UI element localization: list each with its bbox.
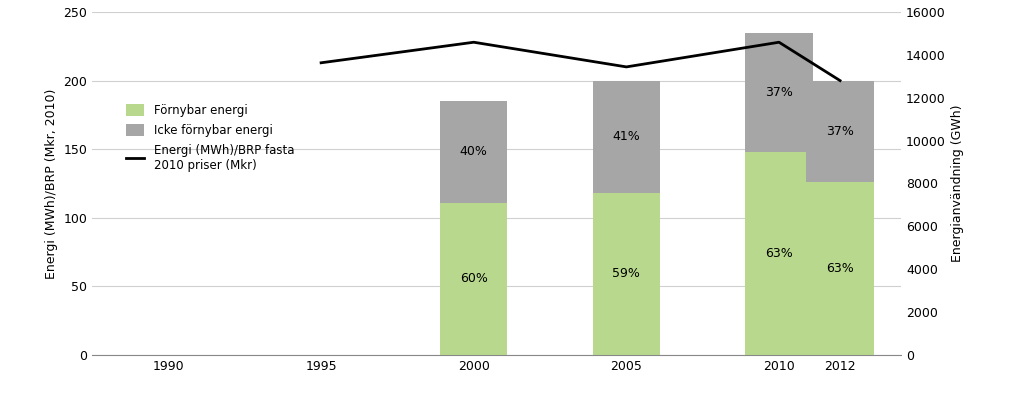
Bar xyxy=(440,101,507,203)
Text: 41%: 41% xyxy=(612,130,640,143)
Line: Energi (MWh)/BRP fasta
2010 priser (Mkr): Energi (MWh)/BRP fasta 2010 priser (Mkr) xyxy=(322,42,840,81)
Bar xyxy=(807,81,873,182)
Bar xyxy=(440,203,507,355)
Energi (MWh)/BRP fasta
2010 priser (Mkr) xyxy=(468,40,480,45)
Energi (MWh)/BRP fasta
2010 priser (Mkr) xyxy=(315,60,328,65)
Bar xyxy=(593,81,659,193)
Bar xyxy=(807,182,873,355)
Energi (MWh)/BRP fasta
2010 priser (Mkr) xyxy=(773,40,785,45)
Text: 40%: 40% xyxy=(460,145,487,158)
Text: 59%: 59% xyxy=(612,267,640,280)
Text: 63%: 63% xyxy=(765,247,793,260)
Bar xyxy=(745,33,813,152)
Bar xyxy=(593,193,659,355)
Y-axis label: Energianvändning (GWh): Energianvändning (GWh) xyxy=(951,105,965,262)
Legend: Förnybar energi, Icke förnybar energi, Energi (MWh)/BRP fasta
2010 priser (Mkr): Förnybar energi, Icke förnybar energi, E… xyxy=(126,104,294,172)
Energi (MWh)/BRP fasta
2010 priser (Mkr) xyxy=(621,64,633,69)
Text: 37%: 37% xyxy=(765,86,793,99)
Text: 63%: 63% xyxy=(826,262,854,275)
Bar xyxy=(745,152,813,355)
Text: 60%: 60% xyxy=(460,272,487,285)
Energi (MWh)/BRP fasta
2010 priser (Mkr) xyxy=(834,78,846,83)
Y-axis label: Energi (MWh)/BRP (Mkr, 2010): Energi (MWh)/BRP (Mkr, 2010) xyxy=(45,88,58,278)
Text: 37%: 37% xyxy=(826,125,854,138)
